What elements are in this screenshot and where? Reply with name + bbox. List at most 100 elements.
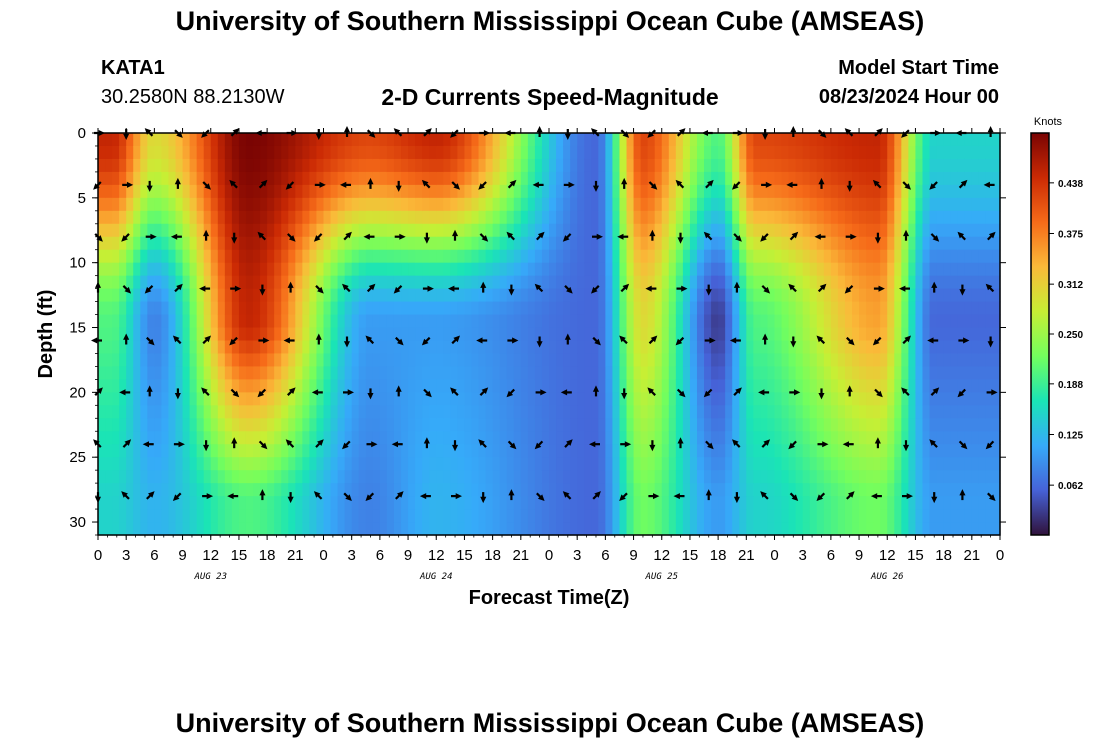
heatmap-cell [175,392,184,406]
heatmap-cell [464,288,473,303]
heatmap-cell [506,210,515,225]
heatmap-cell [675,262,684,277]
heatmap-cell [556,262,564,277]
heatmap-cell [915,457,924,471]
heatmap-cell [450,223,458,238]
heatmap-cell [401,145,409,160]
heatmap-cell [802,405,811,419]
heatmap-cell [929,288,938,303]
heatmap-cell [415,327,423,342]
current-arrow [790,336,797,348]
heatmap-cell [253,405,261,419]
heatmap-cell [168,133,177,147]
heatmap-cell [957,379,966,393]
heatmap-cell [633,197,642,212]
heatmap-cell [654,431,663,445]
heatmap-cell [302,379,311,393]
heatmap-cell [393,405,402,419]
heatmap-cell [654,522,663,536]
heatmap-cell [985,366,994,380]
heatmap-cell [640,184,649,199]
heatmap-cell [823,275,832,290]
heatmap-cell [957,418,966,432]
heatmap-cell [633,262,642,277]
heatmap-cell [992,288,1001,303]
heatmap-cell [873,145,881,160]
heatmap-cell [316,301,325,316]
heatmap-cell [844,431,853,445]
heatmap-cell [224,444,233,458]
heatmap-cell [964,288,973,303]
heatmap-cell [260,249,268,264]
heatmap-cell [732,444,740,458]
heatmap-cell [478,133,487,147]
heatmap-cell [140,366,148,380]
heatmap-cell [739,210,747,225]
heatmap-cell [126,392,134,406]
heatmap-cell [880,483,888,497]
heatmap-cell [795,392,804,406]
heatmap-cell [605,249,614,264]
heatmap-cell [429,444,437,458]
heatmap-cell [830,444,839,458]
current-arrow [423,388,432,398]
heatmap-cell [295,405,303,419]
heatmap-cell [436,431,444,445]
current-arrow [818,177,825,189]
heatmap-cell [541,184,550,199]
heatmap-cell [260,444,268,458]
heatmap-cell [267,197,275,212]
heatmap-cell [267,379,275,393]
current-arrow [619,492,628,501]
heatmap-cell [894,418,902,432]
heatmap-cell [464,366,473,380]
heatmap-cell [809,145,818,160]
heatmap-cell [203,444,212,458]
current-arrow [758,389,770,396]
heatmap-cell [718,184,726,199]
heatmap-cell [696,366,705,380]
heatmap-cell [767,405,776,419]
heatmap-cell [950,457,959,471]
heatmap-cell [189,133,198,147]
heatmap-cell [668,379,677,393]
heatmap-cell [894,314,902,329]
heatmap-cell [668,366,677,380]
heatmap-cell [612,288,621,303]
heatmap-cell [725,509,733,523]
colorbar-tick-label: 0.375 [1058,230,1083,241]
heatmap-cell [520,470,529,484]
heatmap-cell [894,133,902,147]
heatmap-cell [450,327,458,342]
heatmap-cell [929,249,938,264]
heatmap-cell [189,249,198,264]
heatmap-cell [732,197,740,212]
heatmap-cell [668,470,677,484]
heatmap-cell [556,197,564,212]
heatmap-cell [372,379,381,393]
heatmap-cell [668,288,677,303]
heatmap-cell [760,444,769,458]
heatmap-cell [401,301,409,316]
heatmap-cell [661,353,670,368]
heatmap-cell [880,470,888,484]
current-arrow [929,439,938,448]
heatmap-cell [478,288,487,303]
heatmap-cell [781,262,790,277]
heatmap-cell [971,483,980,497]
heatmap-cell [499,301,508,316]
heatmap-cell [809,392,818,406]
heatmap-cell [809,418,818,432]
heatmap-cell [901,158,909,173]
heatmap-cell [985,314,994,329]
heatmap-cell [598,275,606,290]
heatmap-cell [337,158,346,173]
heatmap-cell [859,522,867,536]
heatmap-cell [485,301,494,316]
heatmap-cell [126,340,134,355]
heatmap-cell [922,496,931,510]
heatmap-cell [471,210,480,225]
heatmap-cell [753,262,762,277]
heatmap-cell [732,340,740,355]
heatmap-cell [393,379,402,393]
